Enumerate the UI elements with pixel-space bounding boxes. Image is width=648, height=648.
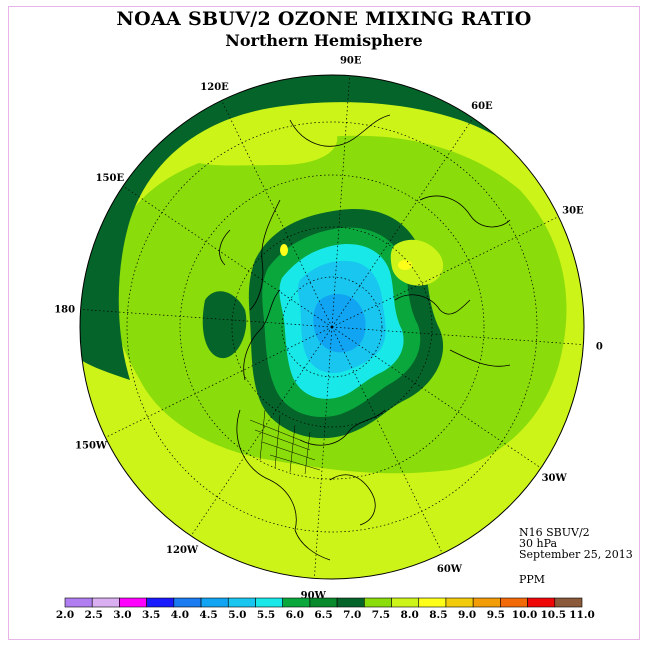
map-title: NOAA SBUV/2 OZONE MIXING RATIO — [116, 8, 532, 30]
colorbar-swatch — [500, 597, 528, 608]
longitude-label: 150E — [96, 173, 125, 184]
colorbar-tick-label: 8.5 — [429, 609, 447, 621]
colorbar — [64, 597, 583, 608]
colorbar-tick-label: 5.0 — [228, 609, 246, 621]
colorbar-tick-label: 4.5 — [199, 609, 217, 621]
longitude-label: 90W — [301, 590, 327, 601]
us-state-lines — [249, 409, 321, 475]
longitude-label: 150W — [75, 440, 108, 451]
colorbar-tick-label: 2.0 — [56, 609, 74, 621]
colorbar-tick-label: 2.5 — [85, 609, 103, 621]
units-label: PPM — [519, 573, 546, 586]
colorbar-tick-label: 3.0 — [113, 609, 131, 621]
longitude-label: 60W — [437, 564, 463, 575]
colorbar-tick-label: 5.5 — [257, 609, 275, 621]
longitude-label: 60E — [471, 101, 493, 112]
contour-6.5-patch-west — [202, 291, 247, 359]
colorbar-swatch — [200, 597, 229, 608]
map-boundary — [79, 74, 585, 580]
satellite-label: N16 SBUV/2 — [519, 526, 590, 539]
colorbar-swatch — [554, 597, 583, 608]
contour-8.0-spot — [398, 260, 412, 270]
colorbar-swatch — [364, 597, 392, 608]
longitude-label: 30E — [562, 206, 584, 217]
contour-7.5-patch-east — [390, 239, 444, 286]
colorbar-swatch — [255, 597, 283, 608]
colorbar-swatch — [445, 597, 474, 608]
colorbar-swatch — [472, 597, 501, 608]
colorbar-swatch — [91, 597, 120, 608]
longitude-label: 180 — [54, 304, 75, 315]
colorbar-swatch — [64, 597, 93, 608]
date-label: September 25, 2013 — [519, 548, 633, 561]
longitude-label: 90E — [340, 56, 362, 67]
colorbar-swatch — [173, 597, 202, 608]
colorbar-labels: 2.0 2.5 3.0 3.5 4.0 4.5 5.0 5.5 6.0 6.5 7.0 7.5 8.0 8… — [56, 609, 595, 621]
pressure-level-label: 30 hPa — [519, 537, 558, 550]
colorbar-swatch — [336, 597, 365, 608]
colorbar-swatch — [146, 597, 175, 608]
longitude-label: 120E — [200, 82, 229, 93]
graticule — [80, 75, 584, 579]
colorbar-swatch — [418, 597, 447, 608]
ozone-contours — [80, 75, 584, 579]
colorbar-tick-label: 7.5 — [372, 609, 390, 621]
colorbar-tick-label: 11.0 — [569, 609, 595, 621]
longitude-label: 30W — [542, 473, 568, 484]
contour-7.0-patch — [175, 121, 338, 166]
colorbar-tick-label: 3.5 — [142, 609, 160, 621]
colorbar-tick-label: 7.0 — [343, 609, 361, 621]
colorbar-swatch — [282, 597, 311, 608]
colorbar-tick-label: 10.5 — [540, 609, 566, 621]
colorbar-swatch — [391, 597, 420, 608]
colorbar-tick-label: 10.0 — [512, 609, 538, 621]
colorbar-swatch — [527, 597, 556, 608]
colorbar-tick-label: 4.0 — [171, 609, 189, 621]
colorbar-tick-label: 8.0 — [401, 609, 419, 621]
contour-6.5-outer-band — [80, 75, 560, 380]
colorbar-swatch — [227, 597, 256, 608]
colorbar-tick-label: 6.5 — [314, 609, 332, 621]
longitude-labels: 90E 60E 30E 0 30W 60W 90W 120W 150W 180 150E 120E — [54, 56, 603, 602]
map-subtitle: Northern Hemisphere — [225, 31, 423, 50]
longitude-label: 0 — [596, 342, 603, 353]
contour-8.0-spot-west — [280, 244, 288, 256]
colorbar-tick-label: 9.5 — [487, 609, 505, 621]
colorbar-tick-label: 6.0 — [286, 609, 304, 621]
longitude-label: 120W — [166, 545, 199, 556]
colorbar-tick-label: 9.0 — [458, 609, 476, 621]
figure-frame — [8, 6, 640, 640]
colorbar-swatch — [119, 597, 147, 608]
colorbar-swatch — [309, 597, 338, 608]
